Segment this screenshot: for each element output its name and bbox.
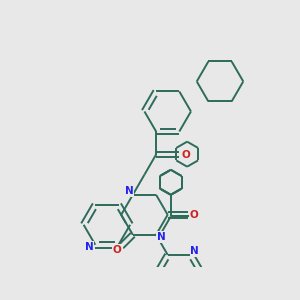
Text: N: N [157, 232, 166, 242]
Text: N: N [124, 186, 133, 196]
Text: N: N [190, 246, 199, 256]
Text: O: O [190, 210, 199, 220]
Text: O: O [181, 150, 190, 160]
Text: O: O [190, 212, 199, 221]
Text: N: N [85, 242, 93, 252]
Text: O: O [113, 245, 122, 255]
